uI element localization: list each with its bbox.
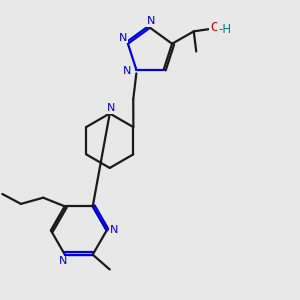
Text: O: O (210, 22, 219, 34)
Text: N: N (147, 16, 155, 26)
Text: N: N (123, 66, 131, 76)
Text: -H: -H (218, 23, 231, 36)
Text: N: N (119, 33, 128, 43)
Text: N: N (59, 256, 68, 266)
Text: N: N (106, 103, 115, 113)
Text: N: N (110, 225, 118, 235)
